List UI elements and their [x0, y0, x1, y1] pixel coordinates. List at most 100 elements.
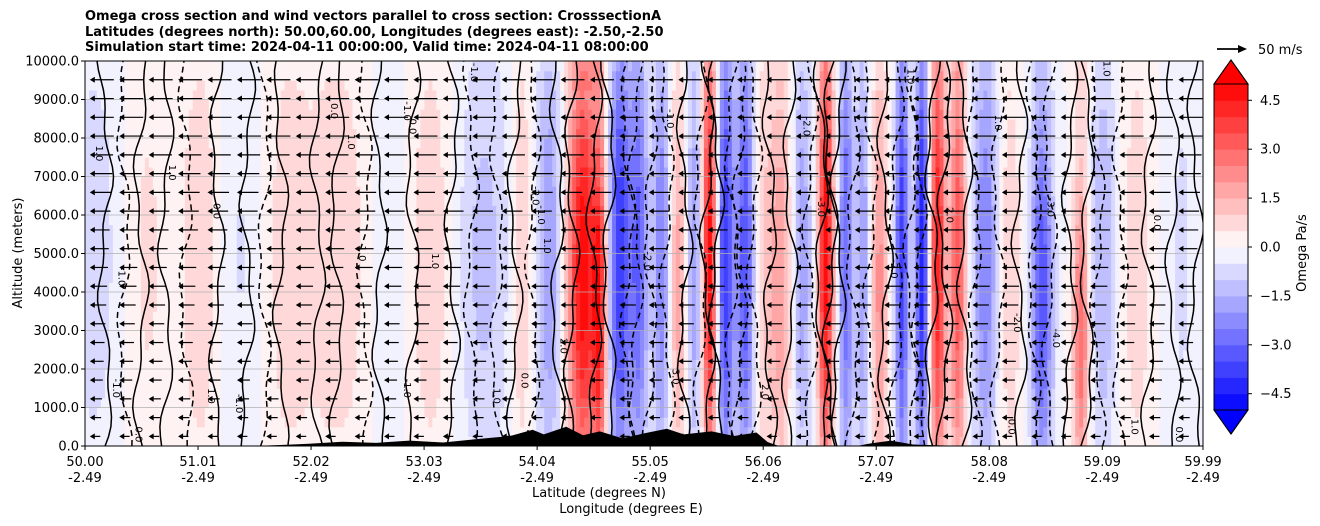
- omega-cell: [172, 359, 178, 370]
- omega-cell: [104, 417, 110, 428]
- omega-cell: [232, 195, 238, 206]
- omega-cell: [344, 272, 350, 283]
- omega-cell: [304, 80, 310, 91]
- omega-cell: [304, 359, 310, 370]
- omega-cell: [516, 330, 521, 341]
- omega-cell: [448, 80, 453, 91]
- omega-cell: [136, 272, 142, 283]
- omega-cell: [544, 272, 549, 283]
- omega-cell: [324, 301, 330, 312]
- omega-cell: [96, 330, 102, 341]
- omega-cell: [468, 349, 473, 360]
- omega-cell: [96, 349, 102, 360]
- omega-cell: [444, 436, 449, 446]
- omega-cell: [412, 397, 418, 409]
- omega-cell: [556, 330, 561, 341]
- omega-cell: [480, 176, 485, 187]
- omega-cell: [396, 388, 402, 399]
- omega-cell: [324, 138, 330, 149]
- omega-cell: [96, 378, 102, 389]
- omega-cell: [208, 215, 214, 226]
- omega-cell: [336, 272, 342, 283]
- omega-cell: [196, 388, 202, 399]
- omega-cell: [456, 234, 461, 245]
- omega-cell: [476, 301, 481, 312]
- omega-cell: [256, 436, 262, 446]
- omega-cell: [256, 301, 262, 312]
- omega-cell: [460, 330, 465, 341]
- omega-cell: [112, 282, 118, 293]
- omega-cell: [124, 128, 130, 139]
- omega-cell: [540, 253, 545, 264]
- omega-cell: [376, 89, 382, 101]
- omega-cell: [468, 417, 473, 428]
- omega-cell: [224, 157, 230, 168]
- omega-cell: [336, 388, 342, 399]
- omega-cell: [424, 215, 429, 226]
- omega-cell: [160, 147, 166, 158]
- omega-cell: [404, 99, 410, 110]
- omega-cell: [384, 407, 390, 418]
- omega-cell: [212, 407, 218, 418]
- omega-cell: [352, 109, 358, 120]
- omega-cell: [548, 215, 553, 226]
- omega-cell: [85, 118, 90, 129]
- omega-cell: [256, 320, 262, 332]
- omega-cell: [348, 397, 354, 409]
- omega-cell: [136, 128, 142, 139]
- omega-cell: [232, 369, 238, 380]
- omega-cell: [144, 224, 150, 235]
- omega-cell: [544, 253, 549, 264]
- omega-cell: [184, 234, 190, 245]
- omega-cell: [216, 253, 222, 264]
- omega-cell: [272, 388, 278, 399]
- omega-cell: [232, 176, 238, 187]
- omega-cell: [236, 215, 242, 226]
- omega-cell: [376, 272, 382, 283]
- omega-cell: [484, 234, 489, 245]
- omega-cell: [352, 320, 358, 332]
- omega-cell: [124, 426, 130, 437]
- omega-cell: [244, 195, 250, 206]
- omega-cell: [452, 359, 457, 370]
- omega-cell: [404, 166, 410, 178]
- omega-cell: [360, 215, 366, 226]
- omega-cell: [580, 417, 585, 428]
- omega-cell: [564, 263, 569, 274]
- omega-cell: [88, 388, 94, 399]
- omega-cell: [548, 311, 553, 322]
- omega-cell: [216, 311, 222, 322]
- omega-cell: [448, 99, 453, 110]
- omega-cell: [200, 320, 206, 332]
- omega-cell: [316, 118, 322, 129]
- omega-cell: [348, 282, 354, 293]
- omega-cell: [228, 138, 234, 149]
- omega-cell: [284, 388, 290, 399]
- omega-cell: [256, 407, 262, 418]
- omega-cell: [232, 407, 238, 418]
- omega-cell: [528, 128, 533, 139]
- omega-cell: [304, 118, 310, 129]
- omega-cell: [144, 186, 150, 197]
- omega-cell: [104, 147, 110, 158]
- omega-cell: [204, 407, 210, 418]
- omega-cell: [248, 166, 254, 178]
- omega-cell: [124, 89, 130, 101]
- omega-cell: [456, 301, 461, 312]
- omega-cell: [240, 234, 246, 245]
- omega-cell: [296, 215, 302, 226]
- omega-cell: [376, 243, 382, 255]
- omega-cell: [536, 320, 541, 332]
- omega-cell: [248, 320, 254, 332]
- omega-cell: [236, 176, 242, 187]
- omega-cell: [572, 388, 577, 399]
- omega-cell: [480, 388, 485, 399]
- omega-cell: [460, 426, 465, 437]
- omega-cell: [144, 282, 150, 293]
- omega-cell: [200, 369, 206, 380]
- omega-cell: [120, 311, 126, 322]
- omega-cell: [276, 138, 282, 149]
- omega-cell: [388, 330, 394, 341]
- omega-cell: [148, 330, 154, 341]
- omega-cell: [148, 340, 154, 351]
